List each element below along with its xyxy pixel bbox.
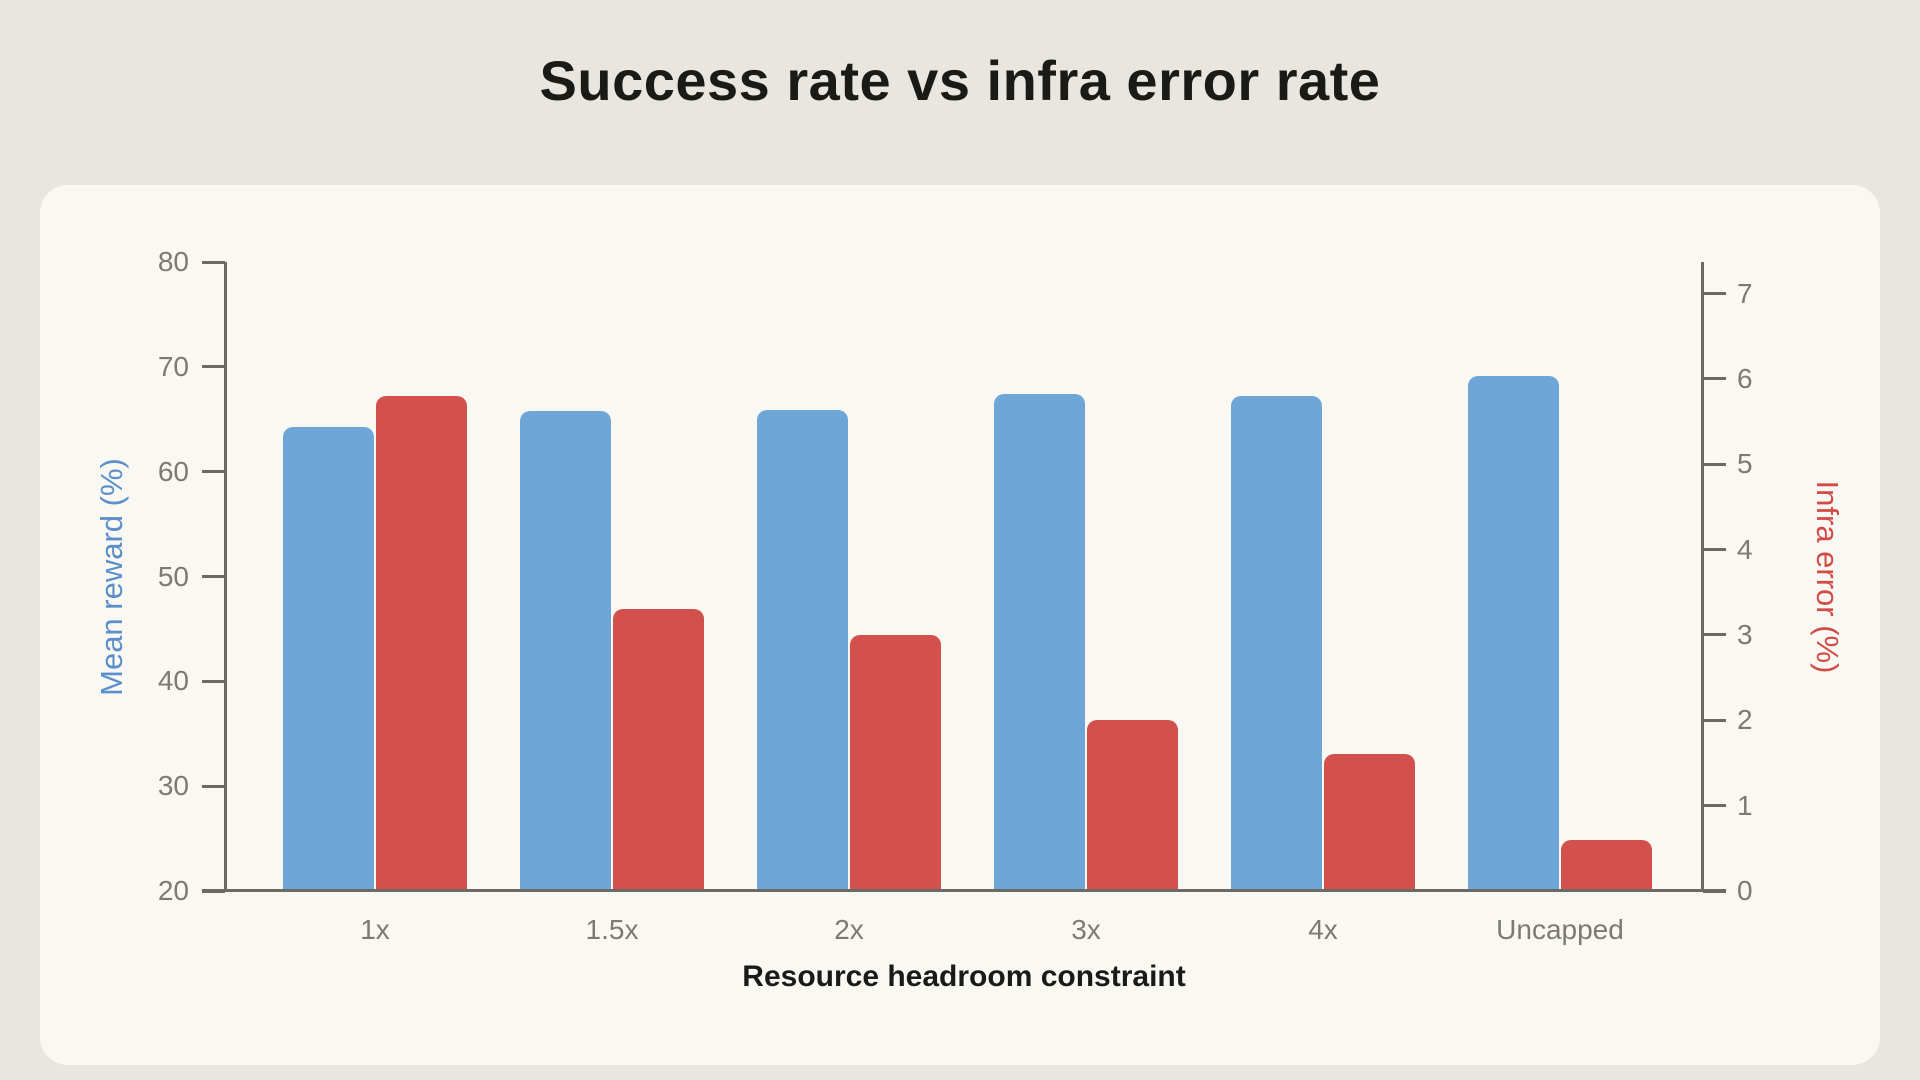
x-tick-label-3x: 3x (1071, 914, 1101, 945)
chart-title: Success rate vs infra error rate (539, 49, 1381, 112)
right-axis-tick-label: 3 (1737, 618, 1753, 650)
chart-card: 20 30 40 50 60 70 80 0 1 2 3 4 5 6 7 1x 1.5x 2x 3x 4x Uncapp… (40, 185, 1880, 1065)
left-axis-tick-label: 50 (157, 560, 189, 592)
left-axis-tick (202, 575, 225, 578)
x-tick-label-1x: 1x (360, 914, 390, 945)
right-axis-tick (1703, 804, 1726, 808)
bar-mean-reward-3x (994, 394, 1085, 891)
left-axis-tick-label: 80 (157, 246, 189, 277)
bar-mean-reward-Uncapped (1468, 376, 1559, 891)
left-axis-tick-label: 70 (157, 350, 189, 382)
x-tick-label-1.5x: 1.5x (585, 914, 639, 945)
right-axis-tick-label: 0 (1737, 875, 1753, 906)
left-axis-tick (202, 784, 225, 788)
x-tick-label-2x: 2x (834, 914, 864, 945)
x-axis-spine (202, 889, 1726, 892)
bar-mean-reward-2x (757, 409, 848, 891)
left-axis-tick (202, 260, 225, 264)
left-axis-tick (202, 679, 225, 683)
right-axis-tick-label: 5 (1737, 448, 1753, 480)
bar-infra-error-Uncapped (1561, 839, 1652, 891)
left-axis-tick-label: 40 (157, 665, 189, 697)
right-axis-tick (1703, 548, 1726, 552)
bar-infra-error-1x (376, 396, 467, 891)
left-axis-tick (202, 365, 225, 369)
x-tick-label-4x: 4x (1308, 914, 1338, 945)
right-axis-label: Infra error (%) (1810, 480, 1845, 674)
right-axis-tick (1703, 292, 1726, 296)
left-axis-spine (224, 262, 227, 891)
right-axis-tick-label: 7 (1737, 277, 1753, 309)
plot-area: 20 30 40 50 60 70 80 0 1 2 3 4 5 6 7 1x 1.5x 2x 3x 4x Uncapp… (94, 246, 1845, 993)
x-tick-label-Uncapped: Uncapped (1496, 914, 1624, 945)
left-axis-tick-label: 20 (157, 875, 189, 906)
right-axis-spine (1701, 262, 1704, 891)
right-axis-tick-label: 2 (1737, 704, 1753, 736)
left-axis-tick-label: 60 (157, 455, 189, 487)
right-axis-tick-label: 6 (1737, 362, 1753, 394)
left-axis-tick-label: 30 (157, 770, 189, 802)
bar-infra-error-2x (850, 634, 941, 891)
right-axis-tick (1703, 633, 1726, 637)
x-axis-label: Resource headroom constraint (742, 960, 1186, 993)
right-axis-tick (1703, 718, 1726, 722)
left-axis-tick (202, 470, 225, 474)
bar-mean-reward-1.5x (520, 410, 611, 891)
bar-mean-reward-1x (283, 426, 374, 891)
bar-infra-error-1.5x (613, 609, 704, 891)
bar-mean-reward-4x (1231, 396, 1322, 891)
right-axis-tick (1703, 377, 1726, 381)
bar-infra-error-4x (1324, 754, 1415, 891)
bar-infra-error-3x (1087, 720, 1178, 891)
right-axis-tick-label: 1 (1737, 789, 1753, 821)
right-axis-tick (1703, 462, 1726, 466)
right-axis-tick-label: 4 (1737, 533, 1753, 565)
